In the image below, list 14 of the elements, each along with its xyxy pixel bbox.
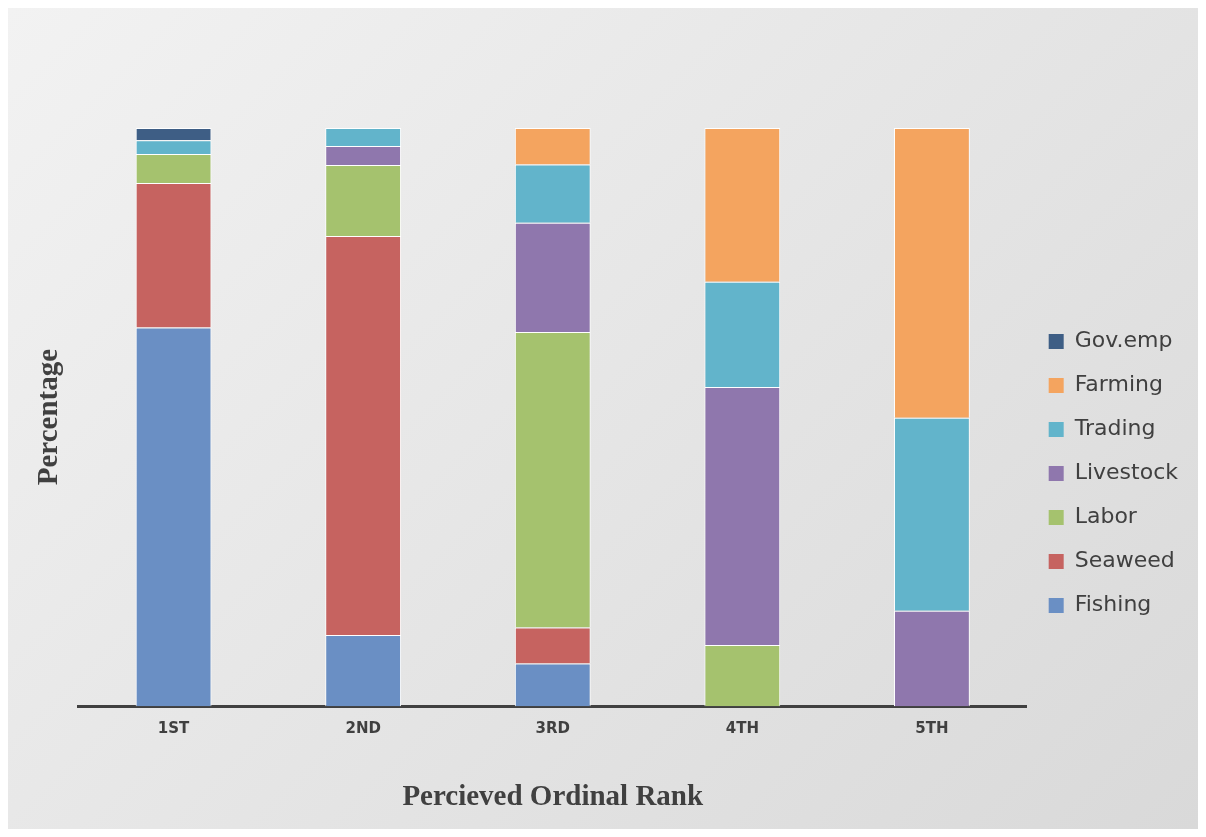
x-tick-label: 4TH [725,719,759,738]
legend-label: Seaweed [1074,547,1175,573]
x-axis-title: Percieved Ordinal Rank [402,779,704,812]
legend-label: Farming [1074,371,1163,397]
legend-label: Labor [1074,503,1138,529]
legend-label: Gov.emp [1074,327,1173,353]
x-tick-label: 2ND [345,719,381,738]
x-tick-label: 5TH [915,719,949,738]
y-axis-title: Percentage [30,348,63,486]
legend-label: Trading [1073,415,1156,441]
legend-label: Livestock [1074,459,1179,485]
x-tick-label: 1ST [157,719,191,738]
x-tick-label: 3RD [535,719,570,738]
legend-label: Fishing [1074,591,1152,617]
